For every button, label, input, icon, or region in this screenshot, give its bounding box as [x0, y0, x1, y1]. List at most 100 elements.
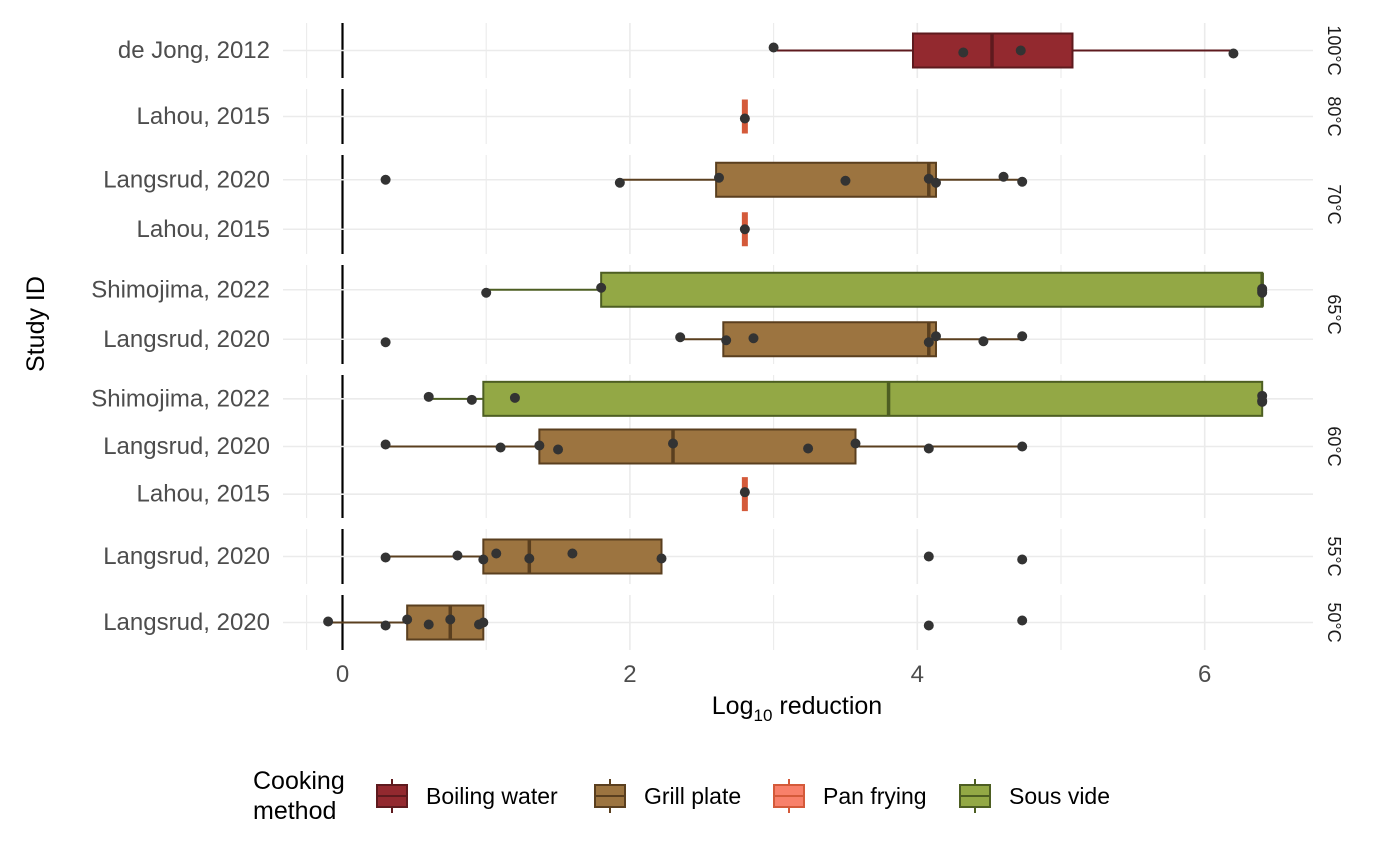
data-point: [768, 42, 779, 53]
data-point: [739, 224, 750, 235]
y-tick-label: Langsrud, 2020: [103, 543, 270, 570]
data-point: [481, 287, 492, 298]
data-point: [596, 282, 607, 293]
data-point: [1257, 395, 1268, 406]
data-point: [840, 175, 851, 186]
box-layer: [328, 32, 1264, 641]
x-tick-label: 2: [623, 661, 636, 688]
panel-strip-label: 65°C: [1324, 294, 1344, 334]
panel-strip-label: 50°C: [1324, 602, 1344, 642]
data-point: [930, 177, 941, 188]
y-tick-label: Lahou, 2015: [137, 103, 270, 130]
legend-label: Pan frying: [823, 783, 927, 809]
data-point: [402, 614, 413, 625]
legend-label: Sous vide: [1009, 783, 1110, 809]
data-point: [930, 331, 941, 342]
data-point: [1017, 176, 1028, 187]
data-point: [958, 47, 969, 58]
data-point: [923, 443, 934, 454]
data-point: [380, 174, 391, 185]
panel-strip-label: 55°C: [1324, 536, 1344, 576]
data-point: [509, 392, 520, 403]
data-point: [923, 620, 934, 631]
data-point: [445, 614, 456, 625]
box: [482, 380, 1264, 417]
data-point: [739, 487, 750, 498]
box: [600, 271, 1264, 308]
legend-item: Boiling water: [376, 779, 558, 813]
data-point: [1017, 331, 1028, 342]
legend-item: Sous vide: [959, 779, 1110, 813]
legend-title-line1: Cooking: [253, 767, 345, 795]
panel-strip-label: 60°C: [1324, 426, 1344, 466]
y-tick-label: Lahou, 2015: [137, 481, 270, 508]
box: [406, 604, 485, 641]
data-point: [923, 551, 934, 562]
y-tick-label: Lahou, 2015: [137, 216, 270, 243]
y-tick-label: Langsrud, 2020: [103, 609, 270, 636]
data-point: [1257, 287, 1268, 298]
data-point: [524, 553, 535, 564]
legend-items: Boiling water Grill plate Pan frying Sous v…: [376, 779, 1110, 813]
data-point: [380, 620, 391, 631]
data-point: [466, 394, 477, 405]
x-tick-label: 4: [911, 661, 924, 688]
data-point: [1017, 554, 1028, 565]
data-point: [748, 333, 759, 344]
data-point: [567, 548, 578, 559]
data-point: [380, 439, 391, 450]
data-point: [380, 552, 391, 563]
data-point: [491, 548, 502, 559]
data-point: [1228, 48, 1239, 59]
legend-item: Pan frying: [773, 779, 927, 813]
x-axis-title-prefix: Log: [712, 692, 754, 720]
y-tick-label: Langsrud, 2020: [103, 433, 270, 460]
data-point: [668, 438, 679, 449]
data-point: [739, 113, 750, 124]
panel-strip-label: 70°C: [1324, 184, 1344, 224]
data-point: [1017, 441, 1028, 452]
data-point: [423, 391, 434, 402]
y-tick-label: de Jong, 2012: [118, 37, 270, 64]
data-point: [850, 438, 861, 449]
x-axis-title-suffix: reduction: [772, 692, 882, 720]
x-tick-label: 6: [1198, 661, 1211, 688]
legend-label: Boiling water: [426, 783, 558, 809]
panel-strip-label: 100°C: [1324, 25, 1344, 75]
y-tick-label: Shimojima, 2022: [91, 276, 270, 303]
data-point: [614, 177, 625, 188]
data-point: [495, 442, 506, 453]
box: [715, 161, 937, 198]
data-point: [478, 554, 489, 565]
x-tick-label: 0: [336, 661, 349, 688]
data-point: [323, 616, 334, 627]
legend-label: Grill plate: [644, 783, 741, 809]
y-tick-label: Langsrud, 2020: [103, 326, 270, 353]
x-axis-title: Log10 reduction: [712, 692, 882, 725]
data-point: [978, 336, 989, 347]
data-point: [1017, 615, 1028, 626]
data-point: [423, 619, 434, 630]
data-point: [803, 443, 814, 454]
y-tick-label: Shimojima, 2022: [91, 385, 270, 412]
data-point: [675, 332, 686, 343]
panel-strip-label: 80°C: [1324, 96, 1344, 136]
data-point: [380, 337, 391, 348]
data-point: [656, 553, 667, 564]
legend-item: Grill plate: [594, 779, 741, 813]
y-tick-label: Langsrud, 2020: [103, 166, 270, 193]
y-axis-title: Study ID: [22, 276, 50, 372]
data-point: [478, 617, 489, 628]
legend-title-line2: method: [253, 797, 336, 825]
data-point: [713, 172, 724, 183]
legend: Cooking method Boiling water Grill plate P…: [253, 767, 1110, 825]
label-layer: 100°C de Jong, 2012 80°C Lahou, 2015 70°C Lan…: [91, 25, 1344, 688]
data-point: [534, 440, 545, 451]
data-point: [452, 550, 463, 561]
point-layer: [323, 42, 1268, 631]
x-axis-title-subscript: 10: [754, 706, 773, 725]
data-point: [721, 335, 732, 346]
data-point: [923, 337, 934, 348]
data-point: [998, 171, 1009, 182]
